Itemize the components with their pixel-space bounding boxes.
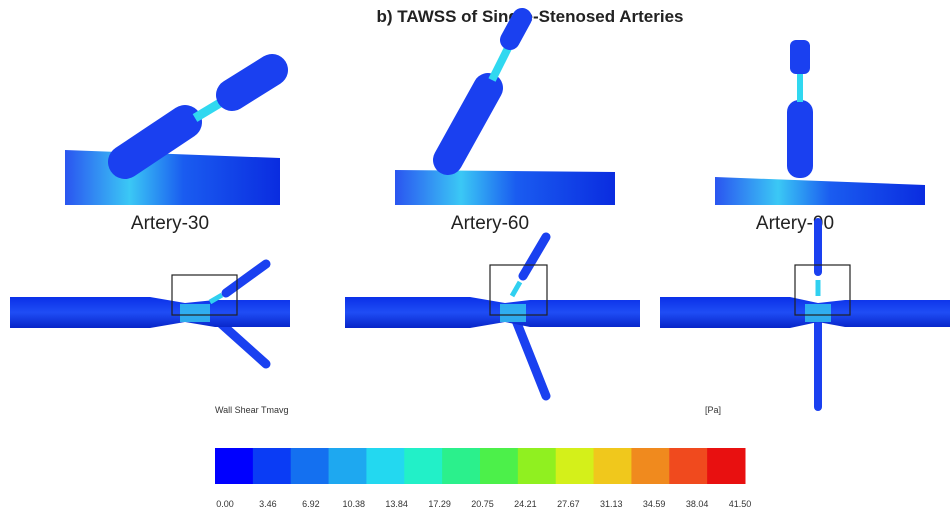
- colorbar-band: [631, 448, 669, 484]
- colorbar-band: [291, 448, 329, 484]
- colorbar-band: [329, 448, 367, 484]
- figure: b) TAWSS of Single-Stenosed Arteries Art…: [0, 0, 951, 515]
- colorbar: 0.00 3.46 6.92 10.38 13.84 17.29 20.75 24.21 27.…: [215, 448, 751, 509]
- colorbar-band: [518, 448, 556, 484]
- colorbar-band: [253, 448, 291, 484]
- colorbar-tick-label: 34.59: [643, 499, 666, 509]
- colorbar-band: [215, 448, 253, 484]
- colorbar-tick-label: 10.38: [342, 499, 365, 509]
- colorbar-band: [594, 448, 632, 484]
- colorbar-tick-label: 38.04: [686, 499, 709, 509]
- colorbar-band: [366, 448, 404, 484]
- colorbar-band: [404, 448, 442, 484]
- colorbar-tick-label: 17.29: [428, 499, 451, 509]
- colorbar-tick-label: 3.46: [259, 499, 277, 509]
- colorbar-unit: [Pa]: [705, 405, 721, 415]
- colorbar-tick-label: 13.84: [385, 499, 408, 509]
- panel-label: Artery-30: [131, 213, 209, 234]
- colorbar-band: [442, 448, 480, 484]
- colorbar-tick-label: 27.67: [557, 499, 580, 509]
- colorbar-tick-label: 24.21: [514, 499, 537, 509]
- artery-60-overview: [345, 237, 640, 396]
- colorbar-tick-label: 6.92: [302, 499, 320, 509]
- colorbar-tick-label: 20.75: [471, 499, 494, 509]
- colorbar-tick-label: 41.50: [729, 499, 752, 509]
- colorbar-band: [480, 448, 518, 484]
- artery-90-view: [715, 40, 925, 205]
- artery-90-overview: [660, 222, 950, 407]
- colorbar-tick-label: 0.00: [216, 499, 234, 509]
- colorbar-band: [669, 448, 707, 484]
- colorbar-title: Wall Shear Tmavg: [215, 405, 289, 415]
- colorbar-band: [707, 448, 745, 484]
- artery-60-view: [395, 18, 615, 205]
- artery-30-overview: [10, 264, 290, 364]
- panel-label: Artery-60: [451, 213, 529, 234]
- panel-label: Artery-90: [756, 213, 834, 234]
- artery-30-view: [65, 70, 280, 205]
- colorbar-band: [556, 448, 594, 484]
- colorbar-tick-label: 31.13: [600, 499, 623, 509]
